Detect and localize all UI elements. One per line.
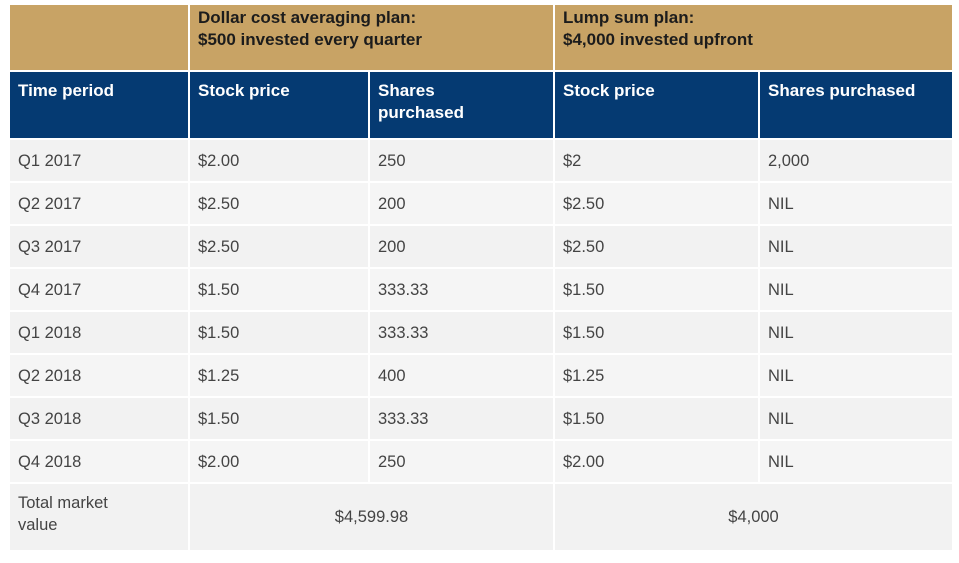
column-header-row: Time period Stock price Shares purchased… — [10, 72, 952, 140]
period-cell: Q3 2017 — [10, 226, 190, 269]
lump-price-cell: $2.50 — [555, 183, 760, 226]
lump-title-line1: Lump sum plan: — [563, 8, 695, 27]
total-label-line1: Total market — [18, 494, 108, 512]
dca-shares-cell: 333.33 — [370, 312, 555, 355]
total-dca-value: $4,599.98 — [190, 484, 555, 552]
table-row: Q4 2018 $2.00 250 $2.00 NIL — [10, 441, 952, 484]
dca-price-cell: $2.00 — [190, 140, 370, 183]
table-row: Q4 2017 $1.50 333.33 $1.50 NIL — [10, 269, 952, 312]
table-row: Q3 2018 $1.50 333.33 $1.50 NIL — [10, 398, 952, 441]
lump-price-cell: $1.25 — [555, 355, 760, 398]
dca-price-cell: $2.50 — [190, 183, 370, 226]
table-row: Q2 2017 $2.50 200 $2.50 NIL — [10, 183, 952, 226]
total-label: Total market value — [10, 484, 190, 552]
dca-price-cell: $1.50 — [190, 398, 370, 441]
lump-shares-cell: NIL — [760, 312, 952, 355]
total-lump-value: $4,000 — [555, 484, 952, 552]
lump-price-cell: $1.50 — [555, 269, 760, 312]
lump-shares-cell: 2,000 — [760, 140, 952, 183]
dca-price-cell: $1.25 — [190, 355, 370, 398]
period-cell: Q4 2018 — [10, 441, 190, 484]
lump-shares-cell: NIL — [760, 226, 952, 269]
period-cell: Q2 2017 — [10, 183, 190, 226]
dca-shares-cell: 250 — [370, 441, 555, 484]
lump-shares-cell: NIL — [760, 398, 952, 441]
lump-price-cell: $1.50 — [555, 398, 760, 441]
dca-shares-cell: 250 — [370, 140, 555, 183]
header-dca-shares-purchased: Shares purchased — [370, 72, 555, 140]
lump-price-cell: $2.50 — [555, 226, 760, 269]
dca-price-cell: $2.00 — [190, 441, 370, 484]
lump-shares-cell: NIL — [760, 269, 952, 312]
comparison-table: Dollar cost averaging plan: $500 investe… — [10, 5, 952, 552]
dca-shares-cell: 200 — [370, 226, 555, 269]
lump-shares-cell: NIL — [760, 441, 952, 484]
period-cell: Q1 2017 — [10, 140, 190, 183]
lump-shares-cell: NIL — [760, 183, 952, 226]
dca-price-cell: $2.50 — [190, 226, 370, 269]
lump-price-cell: $2 — [555, 140, 760, 183]
total-label-line2: value — [18, 516, 58, 534]
header-lump-stock-price: Stock price — [555, 72, 760, 140]
dca-title-line2: $500 invested every quarter — [198, 30, 422, 49]
period-cell: Q2 2018 — [10, 355, 190, 398]
dca-title-line1: Dollar cost averaging plan: — [198, 8, 417, 27]
dca-price-cell: $1.50 — [190, 269, 370, 312]
header-lump-shares-purchased: Shares purchased — [760, 72, 952, 140]
dca-shares-cell: 400 — [370, 355, 555, 398]
table-row: Q3 2017 $2.50 200 $2.50 NIL — [10, 226, 952, 269]
header-time-period: Time period — [10, 72, 190, 140]
group-header-lump-sum: Lump sum plan: $4,000 invested upfront — [555, 5, 952, 72]
lump-shares-cell: NIL — [760, 355, 952, 398]
lump-price-cell: $1.50 — [555, 312, 760, 355]
period-cell: Q1 2018 — [10, 312, 190, 355]
lump-title-line2: $4,000 invested upfront — [563, 30, 753, 49]
group-header-dca: Dollar cost averaging plan: $500 investe… — [190, 5, 555, 72]
total-market-value-row: Total market value $4,599.98 $4,000 — [10, 484, 952, 552]
period-cell: Q4 2017 — [10, 269, 190, 312]
header-dca-shares-line2: purchased — [378, 103, 464, 122]
table-row: Q2 2018 $1.25 400 $1.25 NIL — [10, 355, 952, 398]
dca-shares-cell: 333.33 — [370, 398, 555, 441]
dca-price-cell: $1.50 — [190, 312, 370, 355]
period-cell: Q3 2018 — [10, 398, 190, 441]
header-dca-stock-price: Stock price — [190, 72, 370, 140]
group-header-row: Dollar cost averaging plan: $500 investe… — [10, 5, 952, 72]
table-row: Q1 2017 $2.00 250 $2 2,000 — [10, 140, 952, 183]
table-row: Q1 2018 $1.50 333.33 $1.50 NIL — [10, 312, 952, 355]
dca-shares-cell: 333.33 — [370, 269, 555, 312]
dca-shares-cell: 200 — [370, 183, 555, 226]
lump-price-cell: $2.00 — [555, 441, 760, 484]
header-dca-shares-line1: Shares — [378, 81, 435, 100]
group-header-empty — [10, 5, 190, 72]
